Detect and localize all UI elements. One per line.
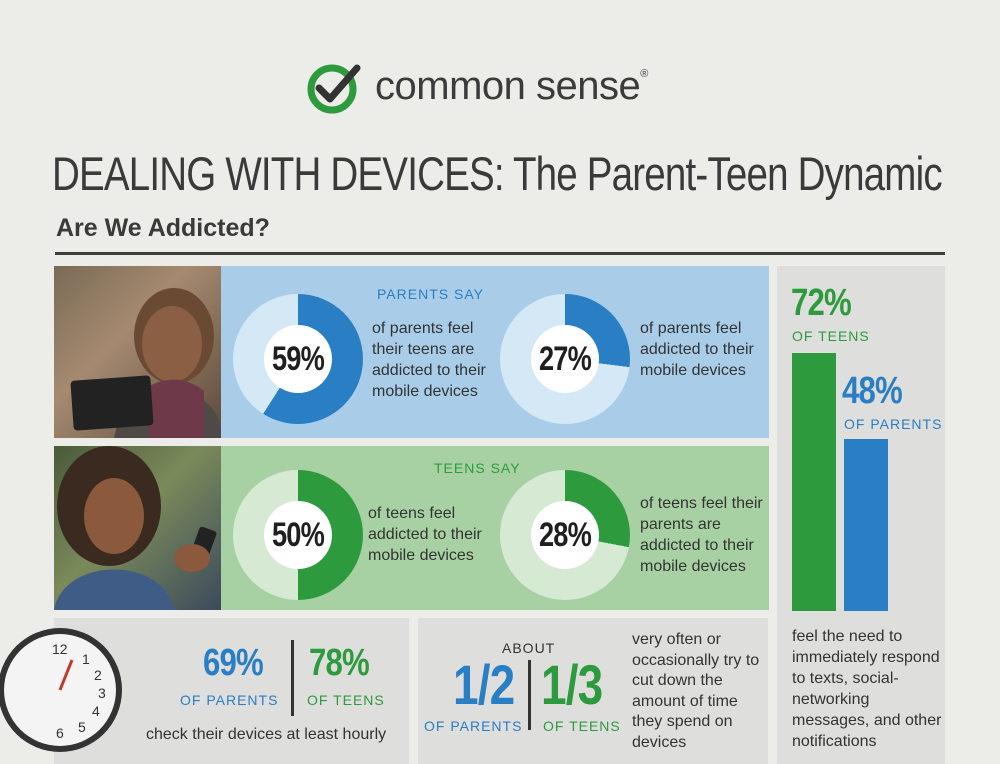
clock-number: 3 <box>98 685 106 701</box>
divider <box>528 660 531 730</box>
clock-number: 4 <box>92 703 100 719</box>
hourly-teens-percent: 78% <box>309 642 370 684</box>
donut-value: 27% <box>538 340 592 378</box>
parents-percent: 48% <box>842 370 903 412</box>
stat-text: of teens feel their parents are addicted… <box>640 495 763 575</box>
teens-say-panel: TEENS SAY <box>54 446 769 610</box>
registered-mark: ® <box>640 68 648 80</box>
divider <box>291 640 294 716</box>
donut-parents-self-addicted: 27% <box>500 294 630 424</box>
hourly-parents-percent: 69% <box>203 642 264 684</box>
common-sense-logo: common sense® <box>305 58 675 118</box>
cut-down-text: very often or occasionally try to cut do… <box>632 631 760 751</box>
stat-text: of teens feel addicted to their mobile d… <box>368 505 482 564</box>
clock-number: 1 <box>82 651 90 667</box>
brand-name: common sense® <box>375 64 648 109</box>
page-title: DEALING WITH DEVICES: The Parent-Teen Dy… <box>52 147 943 200</box>
parent-photo <box>54 266 221 438</box>
heading-divider <box>55 252 945 255</box>
clock-number: 5 <box>78 719 86 735</box>
donut-teens-self-addicted: 50% <box>233 470 363 600</box>
clock-icon: 12 1 2 3 4 5 6 <box>0 624 126 756</box>
parents-label: OF PARENTS <box>844 416 943 432</box>
donut-parents-teens-addicted: 59% <box>233 294 363 424</box>
clock-number: 12 <box>52 641 68 657</box>
brand-text: common sense <box>375 64 641 108</box>
cut-teens-label: OF TEENS <box>543 718 621 734</box>
notifications-text: feel the need to immediately respond to … <box>792 628 942 750</box>
stat-text: of parents feel their teens are addicted… <box>372 320 486 400</box>
donut-value: 59% <box>271 340 325 378</box>
clock-hand <box>58 659 74 691</box>
cut-parents-fraction: 1/2 <box>453 653 515 716</box>
parents-say-label: PARENTS SAY <box>377 286 484 302</box>
donut-value: 50% <box>271 516 325 554</box>
parents-say-panel: PARENTS SAY <box>54 266 769 438</box>
stat-text: of parents feel addicted to their mobile… <box>640 320 754 379</box>
parents-bar <box>844 439 888 611</box>
hourly-text: check their devices at least hourly <box>146 726 387 743</box>
cut-down-panel <box>418 618 768 764</box>
teens-label: OF TEENS <box>792 328 870 344</box>
hourly-parents-label: OF PARENTS <box>180 692 279 708</box>
teens-percent: 72% <box>791 282 852 324</box>
about-label: ABOUT <box>502 640 556 656</box>
teen-photo <box>54 446 221 610</box>
section-heading: Are We Addicted? <box>56 214 270 242</box>
teens-bar <box>792 353 836 611</box>
hourly-teens-label: OF TEENS <box>307 692 385 708</box>
teens-say-label: TEENS SAY <box>434 460 521 476</box>
checkmark-logo-icon <box>307 64 361 114</box>
donut-value: 28% <box>538 516 592 554</box>
donut-teens-parents-addicted: 28% <box>500 470 630 600</box>
cut-teens-fraction: 1/3 <box>541 653 603 716</box>
clock-number: 2 <box>94 667 102 683</box>
cut-parents-label: OF PARENTS <box>424 718 523 734</box>
clock-number: 6 <box>56 725 64 741</box>
